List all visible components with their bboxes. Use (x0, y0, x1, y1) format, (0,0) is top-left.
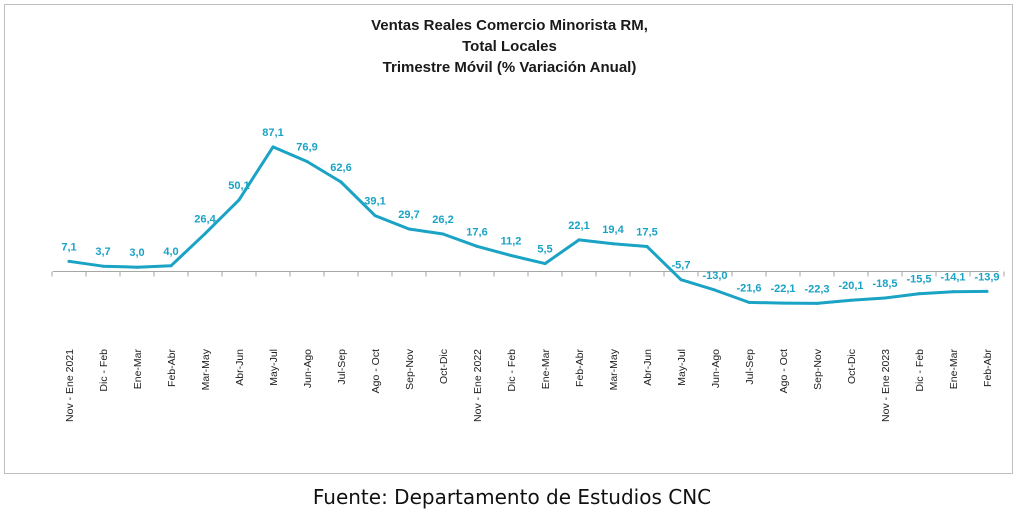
data-label: -22,3 (804, 283, 829, 295)
x-tick-label: May-Jul (268, 349, 280, 386)
x-tick-label: Jun-Ago (710, 349, 722, 388)
x-tick-label: Ene-Mar (948, 349, 960, 390)
x-tick-label: Oct-Dic (846, 349, 858, 384)
data-label: 26,2 (432, 214, 453, 226)
data-point (951, 290, 955, 294)
data-label: -20,1 (838, 280, 863, 292)
data-point (67, 259, 71, 263)
data-point (611, 242, 615, 246)
data-point (169, 264, 173, 268)
data-point (475, 244, 479, 248)
data-label: -15,5 (906, 274, 931, 286)
data-point (849, 298, 853, 302)
x-tick-label: Dic - Feb (914, 349, 926, 392)
data-label: 22,1 (568, 220, 589, 232)
data-label: -21,6 (736, 282, 761, 294)
x-tick-label: Dic - Feb (98, 349, 110, 392)
data-label: -18,5 (872, 278, 897, 290)
x-tick-label: Sep-Nov (812, 348, 824, 390)
data-point (373, 214, 377, 218)
data-point (747, 300, 751, 304)
x-tick-label: Mar-May (200, 348, 212, 390)
chart-title: Ventas Reales Comercio Minorista RM, Tot… (5, 15, 1014, 78)
x-tick-label: Oct-Dic (438, 349, 450, 384)
data-point (135, 265, 139, 269)
data-label: 11,2 (501, 235, 522, 247)
data-label: 3,0 (129, 247, 144, 259)
data-label: -13,9 (974, 271, 999, 283)
x-tick-label: Mar-May (608, 348, 620, 390)
line-chart: 7,1 3,7 3,0 4,0 26,4 50,1 87,1 76,9 62,6 39,1 29,7… (51, 127, 1005, 422)
chart-title-line-2: Total Locales (462, 38, 557, 55)
x-tick-label: Ago - Oct (370, 349, 382, 393)
data-label: 7,1 (61, 241, 76, 253)
x-tick-label: Ene-Mar (540, 349, 552, 390)
x-tick-label: Feb-Abr (166, 349, 178, 387)
data-point (883, 296, 887, 300)
data-label: -13,0 (702, 270, 727, 282)
data-label: 19,4 (602, 224, 624, 236)
series-line (67, 145, 989, 305)
data-label: 76,9 (296, 142, 317, 154)
x-tick-label: Nov - Ene 2023 (880, 349, 892, 422)
data-label: -22,1 (770, 283, 795, 295)
chart-frame: Ventas Reales Comercio Minorista RM, Tot… (4, 4, 1013, 474)
data-label: 17,5 (636, 226, 657, 238)
data-point (577, 238, 581, 242)
data-label: 4,0 (163, 246, 178, 258)
data-label: 50,1 (228, 180, 249, 192)
x-tick-label: Jul-Sep (744, 349, 756, 385)
x-tick-label: Sep-Nov (404, 348, 416, 390)
x-tick-label: Ene-Mar (132, 349, 144, 390)
data-point (203, 232, 207, 236)
data-point (815, 301, 819, 305)
x-tick-label: Jun-Ago (302, 349, 314, 388)
x-tick-label: Dic - Feb (506, 349, 518, 392)
data-point (441, 232, 445, 236)
data-point (339, 180, 343, 184)
data-point (305, 160, 309, 164)
data-point (543, 262, 547, 266)
data-label: 5,5 (537, 244, 552, 256)
data-label: 17,6 (466, 226, 487, 238)
x-tick-label: Ago - Oct (778, 349, 790, 393)
data-point (237, 198, 241, 202)
data-point (509, 253, 513, 257)
data-label: 39,1 (364, 196, 385, 208)
x-tick-label: Nov - Ene 2021 (64, 349, 76, 422)
data-label: 29,7 (398, 209, 419, 221)
x-tick-label: Feb-Abr (982, 349, 994, 387)
data-label: -5,7 (672, 260, 691, 272)
chart-title-line-1: Ventas Reales Comercio Minorista RM, (371, 17, 648, 34)
x-tick-label: Feb-Abr (574, 349, 586, 387)
x-tick-label: May-Jul (676, 349, 688, 386)
data-point (679, 278, 683, 282)
data-label: 62,6 (330, 162, 351, 174)
data-label: 87,1 (262, 127, 283, 139)
data-point (985, 289, 989, 293)
data-point (781, 301, 785, 305)
x-tick-label: Nov - Ene 2022 (472, 349, 484, 422)
x-tick-label: Abr-Jun (642, 349, 654, 386)
data-point (407, 227, 411, 231)
data-point (645, 244, 649, 248)
data-label: -14,1 (940, 272, 965, 284)
source-note: Fuente: Departamento de Estudios CNC (312, 485, 712, 509)
x-tick-label: Jul-Sep (336, 349, 348, 385)
data-label: 3,7 (95, 246, 110, 258)
data-point (271, 145, 275, 149)
data-point (101, 264, 105, 268)
data-label: 26,4 (194, 214, 216, 226)
data-point (713, 288, 717, 292)
chart-title-line-3: Trimestre Móvil (% Variación Anual) (382, 59, 637, 76)
data-point (917, 292, 921, 296)
x-tick-label: Abr-Jun (234, 349, 246, 386)
